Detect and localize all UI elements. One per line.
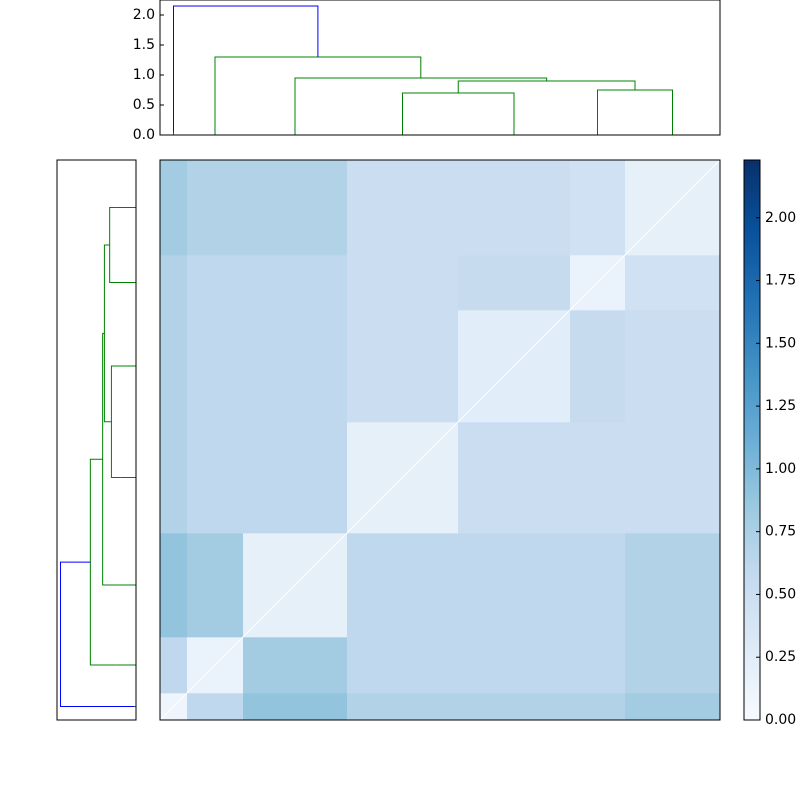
heatmap-cell (625, 637, 721, 694)
heatmap-cell (347, 533, 459, 638)
heatmap-cell (243, 255, 348, 311)
heatmap-frame (159, 159, 721, 721)
y-tick-label: 1.0 (133, 67, 155, 83)
heatmap-cell (570, 533, 626, 638)
heatmap-cell (347, 255, 459, 311)
diagonal (159, 159, 721, 721)
heatmap-cell (458, 160, 571, 256)
heatmap-cell (347, 160, 459, 256)
heatmap-cell (570, 160, 626, 256)
colorbar-tick-label: 0.25 (765, 649, 796, 665)
heatmap-cell (160, 255, 188, 311)
heatmap-cell (570, 693, 626, 721)
heatmap-cell (187, 693, 244, 721)
colorbar-tick-label: 2.00 (765, 210, 796, 226)
top-dendrogram-link (457, 80, 636, 93)
heatmap-cell (187, 160, 244, 256)
y-tick-label: 0.5 (133, 97, 155, 113)
colorbar-tick-label: 1.25 (765, 398, 796, 414)
heatmap-cell (625, 310, 721, 423)
heatmap-cell (243, 422, 348, 534)
colorbar-tick-label: 1.50 (765, 335, 796, 351)
heatmap-cell (458, 693, 571, 721)
left-dendrogram-link (103, 244, 112, 423)
heatmap-cell (625, 693, 721, 721)
heatmap-cell (570, 637, 626, 694)
heatmap-cell (625, 422, 721, 534)
heatmap-cell (347, 693, 459, 721)
colorbar-tick-label: 0.75 (765, 524, 796, 540)
y-tick-label: 2.0 (133, 7, 155, 23)
heatmap-cell (160, 422, 188, 534)
heatmap-cell (187, 310, 244, 423)
left-dendrogram-frame (56, 159, 137, 721)
heatmap-cell (243, 160, 348, 256)
left-dendrogram-link (109, 207, 119, 283)
heatmap-cell (160, 310, 188, 423)
colorbar-tick-label: 1.75 (765, 273, 796, 289)
top-dendrogram-link (214, 56, 422, 102)
heatmap-cell (570, 422, 626, 534)
left-dendrogram-link (89, 458, 117, 666)
heatmap-cell (347, 637, 459, 694)
heatmap-cell (187, 533, 244, 638)
heatmap-cell (570, 310, 626, 423)
heatmap-cell (625, 533, 721, 638)
top-dendrogram-link (402, 92, 515, 108)
top-dendrogram-link (173, 5, 319, 132)
left-dendrogram-link (102, 332, 119, 586)
heatmap-cell (160, 533, 188, 638)
colorbar (743, 159, 761, 721)
top-dendrogram-frame (159, 0, 721, 136)
heatmap-cell (243, 310, 348, 423)
top-dendrogram-link (597, 89, 673, 105)
y-tick-label: 0.0 (133, 127, 155, 143)
heatmap-cell (458, 637, 571, 694)
heatmap-cell (625, 255, 721, 311)
colorbar-tick-label: 1.00 (765, 461, 796, 477)
heatmap-cell (243, 637, 348, 694)
left-dendrogram-link (60, 561, 135, 707)
colorbar-tick-label: 0.00 (765, 712, 796, 728)
heatmap-cell (458, 422, 571, 534)
heatmap-cell (187, 422, 244, 534)
left-dendrogram-link (110, 365, 121, 478)
heatmap-cell (160, 160, 188, 256)
top-dendrogram-link (294, 77, 548, 105)
heatmap-cell (243, 693, 348, 721)
heatmap-cell (458, 255, 571, 311)
heatmap-cell (347, 310, 459, 423)
colorbar-tick-label: 0.50 (765, 586, 796, 602)
y-tick-label: 1.5 (133, 37, 155, 53)
heatmap-cell (187, 255, 244, 311)
heatmap-cell (458, 533, 571, 638)
heatmap-cell (160, 637, 188, 694)
